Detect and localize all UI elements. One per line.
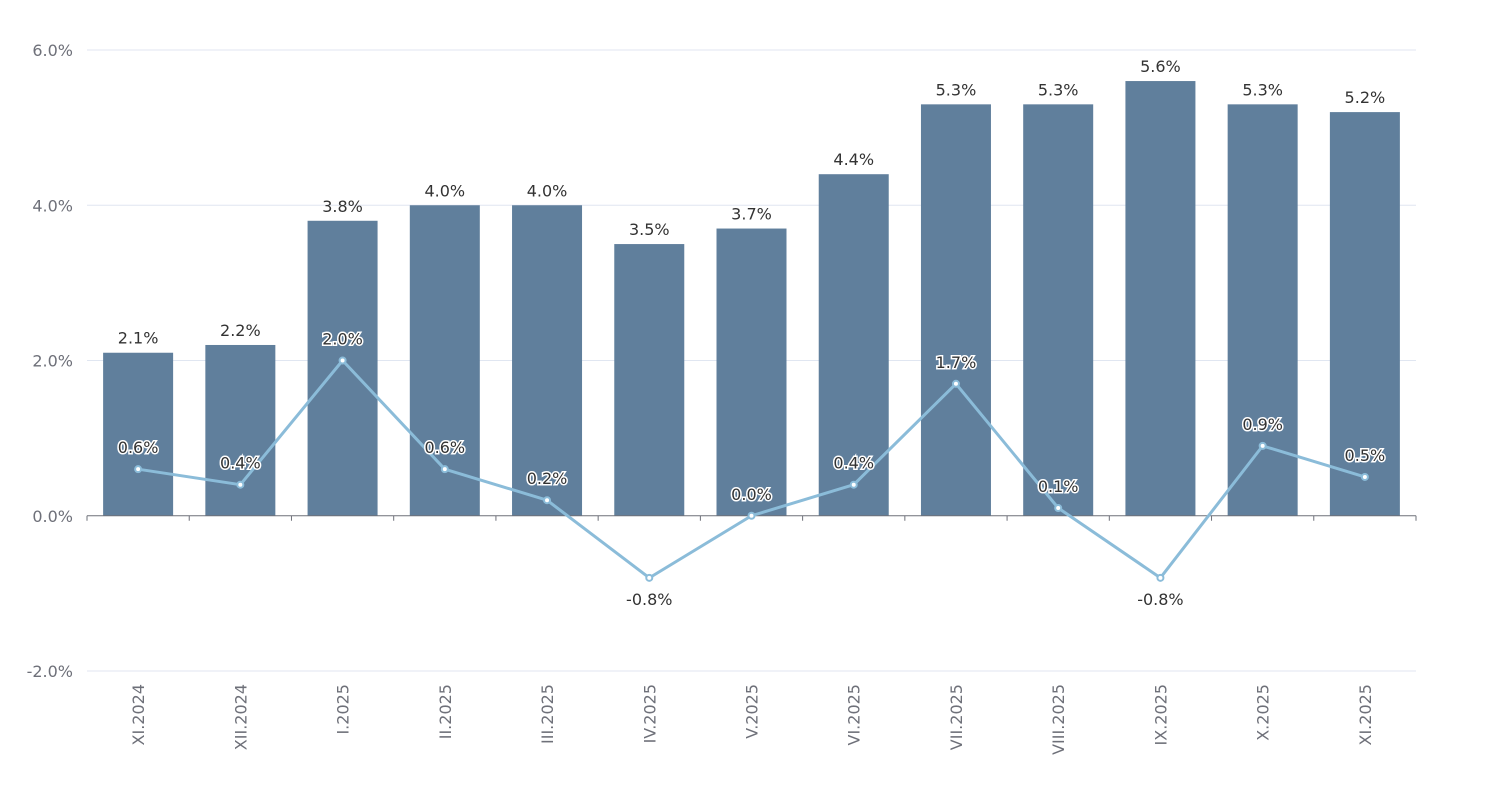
bar-data-label: 3.5% (629, 220, 670, 239)
bar (307, 220, 378, 516)
line-data-label: 0.1% (1038, 477, 1079, 496)
bar (614, 244, 685, 516)
line-data-label: -0.8% (626, 590, 672, 609)
x-tick-label: II.2025 (436, 684, 455, 739)
y-axis: -2.0% 0.0% 2.0% 4.0% 6.0% (27, 41, 73, 681)
x-tick-label: VIII.2025 (1049, 684, 1068, 755)
bar (103, 352, 174, 516)
bar-data-label: 4.0% (527, 181, 568, 200)
bar-data-label: 5.3% (1242, 80, 1283, 99)
bar (1125, 81, 1196, 516)
line-point (236, 480, 245, 489)
line-point (747, 511, 756, 520)
line-point (134, 465, 143, 474)
line-point (1054, 503, 1063, 512)
x-tick-label: IV.2025 (640, 684, 659, 743)
x-tick-label: XII.2024 (231, 684, 250, 750)
bar (409, 205, 480, 516)
x-tick-label: VI.2025 (845, 684, 864, 745)
line-labels: 0.6% 0.4% 2.0% 0.6% 0.2% -0.8% 0.0% 0.4% 1.7% 0.1… (116, 328, 1386, 609)
line-point (440, 465, 449, 474)
bar-series (103, 81, 1400, 516)
x-tick-labels: XI.2024 XII.2024 I.2025 II.2025 III.2025 IV.2… (129, 684, 1375, 755)
line-data-label: 0.9% (1242, 415, 1283, 434)
bar-data-label: 4.4% (833, 150, 874, 169)
line-data-label: 1.7% (936, 353, 977, 372)
line-point (1156, 573, 1165, 582)
bar-data-label: 5.6% (1140, 57, 1181, 76)
x-tick-label: IX.2025 (1151, 684, 1170, 745)
bar-data-label: 5.3% (936, 80, 977, 99)
bar (920, 104, 991, 516)
bar-data-label: 3.7% (731, 205, 772, 224)
y-tick-label: 6.0% (32, 41, 73, 60)
line-data-label: 0.2% (527, 469, 568, 488)
bar-data-label: 4.0% (424, 181, 465, 200)
y-tick-label: 2.0% (32, 352, 73, 371)
line-data-label: 0.4% (220, 454, 261, 473)
bar-data-label: 5.3% (1038, 80, 1079, 99)
line-data-label: 2.0% (322, 330, 363, 349)
bar (716, 228, 787, 516)
x-tick-label: XI.2025 (1356, 684, 1375, 745)
y-tick-label: 0.0% (32, 507, 73, 526)
x-tick-label: XI.2024 (129, 684, 148, 745)
bar (818, 174, 889, 516)
bar (1023, 104, 1094, 516)
line-data-label: 0.4% (833, 454, 874, 473)
x-tick-label: X.2025 (1254, 684, 1273, 741)
bar (205, 344, 276, 516)
bar-labels: 2.1% 2.2% 3.8% 4.0% 4.0% 3.5% 3.7% 4.4% 5.3% 5.3%… (118, 57, 1385, 348)
bar-data-label: 5.2% (1345, 88, 1386, 107)
y-tick-label: 4.0% (32, 196, 73, 215)
x-tick-label: VII.2025 (947, 684, 966, 750)
line-point (543, 496, 552, 505)
line-point (1360, 472, 1369, 481)
x-tick-label: III.2025 (538, 684, 557, 744)
bar-data-label: 2.2% (220, 321, 261, 340)
line-data-label: 0.0% (731, 485, 772, 504)
line-point (645, 573, 654, 582)
bar-data-label: 2.1% (118, 329, 159, 348)
bar (512, 205, 583, 516)
line-point (951, 379, 960, 388)
bar-data-label: 3.8% (322, 197, 363, 216)
line-data-label: 0.6% (424, 438, 465, 457)
line-data-label: 0.5% (1345, 446, 1386, 465)
line-series (134, 356, 1369, 582)
line-point (849, 480, 858, 489)
line-point (338, 356, 347, 365)
bar (1329, 112, 1400, 516)
line-data-label: -0.8% (1137, 590, 1183, 609)
y-tick-label: -2.0% (27, 662, 73, 681)
line-data-label: 0.6% (118, 438, 159, 457)
line-point (1258, 441, 1267, 450)
x-tick-label: I.2025 (334, 684, 353, 735)
x-tick-label: V.2025 (743, 684, 762, 739)
